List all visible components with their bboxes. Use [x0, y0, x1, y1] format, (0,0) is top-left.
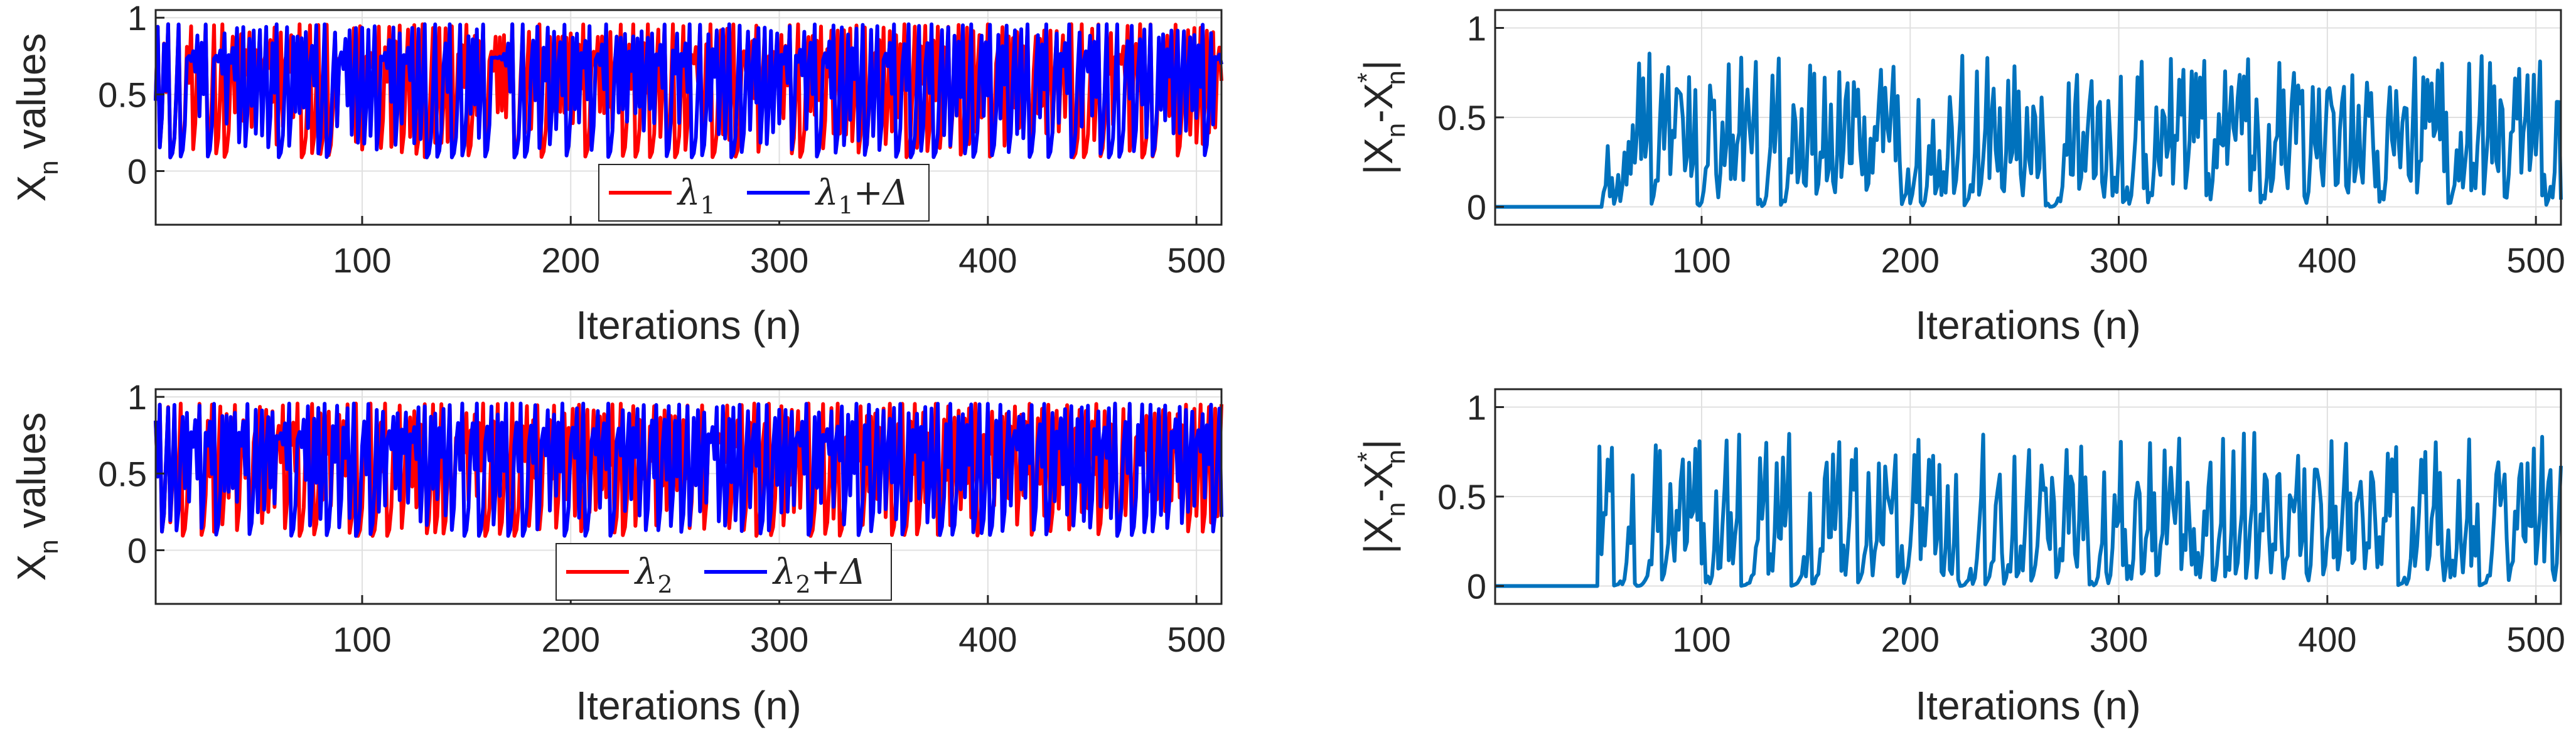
xtick-label-top-right-4: 500 — [2506, 240, 2565, 280]
ytick-label-bottom-left-1: 0.5 — [98, 454, 147, 493]
xtick-label-top-right-2: 300 — [2090, 240, 2148, 280]
xtick-label-top-right-3: 400 — [2298, 240, 2356, 280]
grid-top-right — [1495, 10, 2561, 225]
xlabel-top-right: Iterations (n) — [1915, 303, 2140, 348]
ytick-label-bottom-left-2: 1 — [127, 377, 147, 417]
legend-label-blue-top-left: λ1+Δ — [815, 173, 908, 219]
ytick-label-top-right-1: 0.5 — [1437, 98, 1486, 137]
ytick-label-top-left-0: 0 — [127, 152, 147, 191]
xtick-label-top-left-2: 300 — [750, 240, 808, 280]
legend-label-red-top-left: λ1 — [677, 173, 716, 219]
ytick-label-bottom-right-1: 0.5 — [1437, 477, 1486, 517]
ylabel-bottom-right: |Xn-X*n| — [1352, 439, 1410, 554]
series-line-top-left-1 — [154, 22, 1223, 159]
series-line-bottom-left-1 — [154, 401, 1223, 538]
legend-label-blue-bottom-left: λ2+Δ — [772, 552, 866, 598]
xtick-label-bottom-right-2: 300 — [2090, 620, 2148, 659]
axes-frame-bottom-left — [154, 388, 1223, 605]
xtick-label-bottom-right-0: 100 — [1672, 620, 1731, 659]
ytick-label-bottom-left-0: 0 — [127, 531, 147, 571]
panel-top-left: 100 200 300 400 500 0 0.5 1 λ1 λ1+Δ Iterations … — [9, 0, 1226, 348]
series-line-bottom-right-0 — [1495, 431, 2563, 588]
xtick-label-top-left-4: 500 — [1167, 240, 1225, 280]
series-line-top-right-0 — [1495, 51, 2563, 209]
ytick-label-top-left-2: 1 — [127, 0, 147, 38]
series-group-top-right — [1495, 51, 2563, 209]
series-group-bottom-right — [1495, 431, 2563, 588]
ytick-label-top-left-1: 0.5 — [98, 75, 147, 114]
xtick-label-bottom-right-3: 400 — [2298, 620, 2356, 659]
xtick-label-top-left-1: 200 — [542, 240, 600, 280]
ytick-label-bottom-right-2: 1 — [1467, 388, 1486, 427]
panel-top-right: 100 200 300 400 500 0 0.5 1 Iterations (n) |Xn-… — [1352, 9, 2565, 348]
panel-bottom-right: 100 200 300 400 500 0 0.5 1 Iterations (n) |Xn-… — [1352, 388, 2565, 729]
xtick-label-bottom-left-4: 500 — [1167, 620, 1225, 659]
ytick-label-top-right-0: 0 — [1467, 188, 1486, 227]
panel-bottom-left: 100 200 300 400 500 0 0.5 1 λ2 λ2+Δ Iterations … — [9, 377, 1226, 728]
xlabel-bottom-left: Iterations (n) — [576, 683, 801, 728]
xtick-label-bottom-left-1: 200 — [542, 620, 600, 659]
xtick-label-top-right-0: 100 — [1672, 240, 1731, 280]
xtick-label-bottom-right-4: 500 — [2506, 620, 2565, 659]
legend-top-left: λ1 λ1+Δ — [598, 164, 930, 222]
xtick-label-bottom-left-0: 100 — [333, 620, 391, 659]
ytick-label-bottom-right-0: 0 — [1467, 567, 1486, 606]
xtick-label-bottom-right-1: 200 — [1881, 620, 1940, 659]
legend-label-red-bottom-left: λ2 — [634, 552, 673, 598]
xtick-label-top-left-3: 400 — [958, 240, 1017, 280]
ylabel-top-right: |Xn-X*n| — [1352, 60, 1410, 175]
xtick-label-top-right-1: 200 — [1881, 240, 1940, 280]
series-group-bottom-left — [154, 401, 1223, 538]
legend-bottom-left: λ2 λ2+Δ — [555, 543, 892, 601]
xtick-label-top-left-0: 100 — [333, 240, 391, 280]
ylabel-top-left: Xn values — [9, 33, 63, 202]
ytick-label-top-right-2: 1 — [1467, 9, 1486, 48]
xlabel-bottom-right: Iterations (n) — [1915, 683, 2140, 728]
xtick-label-bottom-left-2: 300 — [750, 620, 808, 659]
axes-frame-top-left — [154, 9, 1223, 226]
ylabel-bottom-left: Xn values — [9, 412, 63, 581]
series-group-top-left — [154, 22, 1223, 159]
xtick-label-bottom-left-3: 400 — [958, 620, 1017, 659]
xlabel-top-left: Iterations (n) — [576, 303, 801, 348]
